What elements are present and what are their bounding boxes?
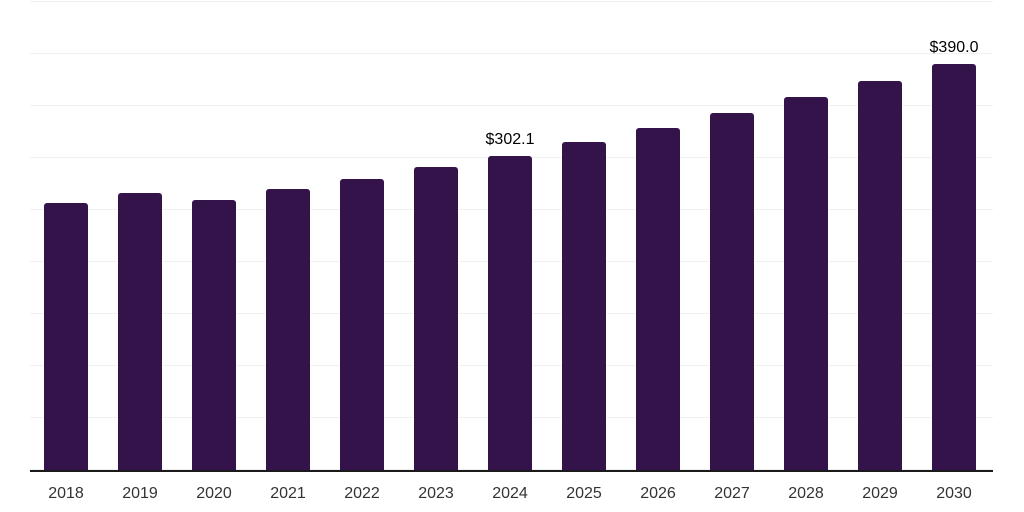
bar-2025	[562, 142, 606, 470]
bar-2023	[414, 167, 458, 470]
x-tick-label-2021: 2021	[270, 485, 306, 502]
x-tick-label-2022: 2022	[344, 485, 380, 502]
x-tick-label-2018: 2018	[48, 485, 84, 502]
bar-2021	[266, 189, 310, 470]
gridline-400	[30, 53, 993, 54]
data-label-2024: $302.1	[485, 130, 535, 148]
x-tick-label-2028: 2028	[788, 485, 824, 502]
gridline-450	[30, 1, 993, 2]
bar-2022	[340, 179, 384, 470]
x-tick-label-2025: 2025	[566, 485, 602, 502]
bar-2019	[118, 192, 162, 470]
gridline-350	[30, 105, 993, 106]
data-label-2030: $390.0	[929, 39, 979, 57]
bar-2027	[710, 113, 754, 470]
plot-area: 2018 2019 2020 2021 2022 2023 $302.1 2024 2025 20…	[30, 1, 993, 502]
x-tick-label-2026: 2026	[640, 485, 676, 502]
bar-2026	[636, 127, 680, 470]
x-tick-label-2019: 2019	[122, 485, 158, 502]
bar-2020	[192, 200, 236, 470]
x-tick-label-2020: 2020	[196, 485, 232, 502]
bar-2028	[784, 97, 828, 470]
bar-2029	[858, 81, 902, 470]
bar-2018	[44, 203, 88, 470]
x-tick-label-2023: 2023	[418, 485, 454, 502]
x-tick-label-2027: 2027	[714, 485, 750, 502]
x-axis-line	[30, 470, 993, 472]
bar-2030	[932, 64, 976, 470]
x-tick-label-2030: 2030	[936, 485, 972, 502]
x-tick-label-2029: 2029	[862, 485, 898, 502]
bar-2024	[488, 155, 532, 470]
x-tick-label-2024: 2024	[492, 485, 528, 502]
